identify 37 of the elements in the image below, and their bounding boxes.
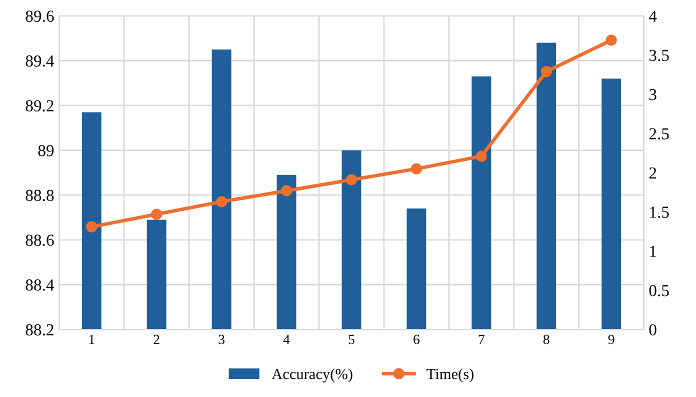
x-tick-label: 5 bbox=[348, 334, 354, 344]
y2-tick-label: 1.5 bbox=[650, 206, 669, 218]
y-tick-label: 89.4 bbox=[26, 55, 54, 67]
y-tick-label: 88.6 bbox=[26, 234, 54, 246]
y-tick-label: 89 bbox=[38, 144, 54, 156]
x-tick-label: 3 bbox=[218, 334, 224, 344]
x-tick-label: 8 bbox=[543, 334, 550, 344]
point bbox=[216, 196, 228, 208]
x-tick-label: 1 bbox=[89, 334, 94, 344]
point bbox=[540, 66, 552, 78]
y-tick-label: 89.6 bbox=[26, 10, 54, 22]
x-tick-label: 9 bbox=[608, 334, 614, 344]
y-tick-label: 88.4 bbox=[26, 279, 54, 291]
y2-tick-label: 2 bbox=[649, 167, 656, 178]
y-tick-label: 89.2 bbox=[26, 100, 54, 112]
y2-tick-label: 2.5 bbox=[649, 128, 669, 140]
y2-tick-label: 3 bbox=[649, 89, 656, 100]
y2-tick-label: 4 bbox=[648, 10, 657, 22]
legend-label: Time(s) bbox=[426, 368, 474, 382]
y-tick-label: 88.8 bbox=[26, 190, 54, 202]
x-tick-label: 2 bbox=[154, 334, 160, 344]
legend-label: Accuracy(%) bbox=[272, 368, 352, 382]
point bbox=[151, 208, 162, 220]
point bbox=[476, 150, 487, 162]
y2-tick-label: 0 bbox=[649, 324, 656, 336]
x-tick-label: 6 bbox=[414, 334, 420, 344]
point bbox=[606, 34, 617, 46]
y2-tick-label: 1 bbox=[650, 246, 656, 257]
y2-tick-label: 3.5 bbox=[649, 50, 669, 62]
y2-tick-label: 0.5 bbox=[649, 285, 669, 296]
point bbox=[280, 185, 292, 196]
x-tick-label: 7 bbox=[478, 334, 484, 344]
point bbox=[346, 174, 358, 186]
point bbox=[410, 163, 422, 174]
y-tick-label: 88.2 bbox=[26, 324, 54, 336]
x-tick-label: 4 bbox=[283, 334, 290, 344]
point bbox=[86, 221, 98, 232]
